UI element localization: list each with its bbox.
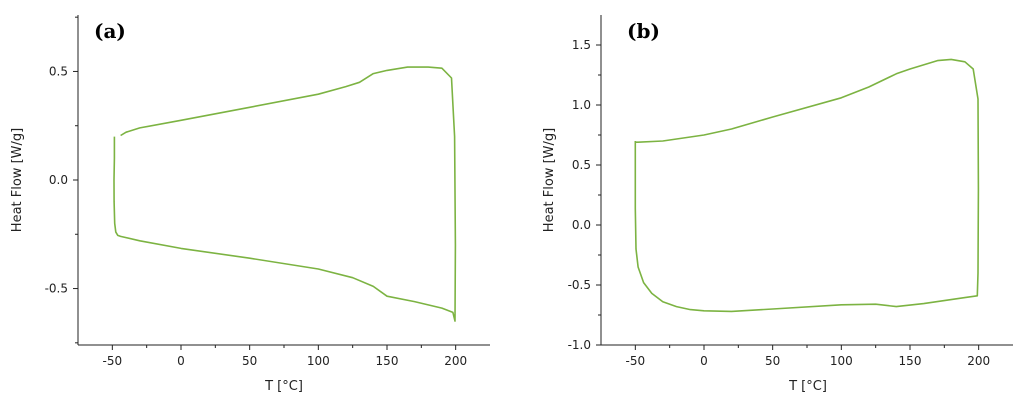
x-tick-label: 0 <box>177 354 185 368</box>
y-tick-label: 1.5 <box>572 38 591 52</box>
panel-label: (a) <box>94 19 126 43</box>
x-tick-label: -50 <box>103 354 123 368</box>
y-tick-label: 1.0 <box>572 98 591 112</box>
x-axis-label: T [°C] <box>788 379 827 394</box>
x-tick-label: 0 <box>700 354 708 368</box>
y-tick-label: -1.0 <box>568 338 591 352</box>
y-tick-label: -0.5 <box>568 278 591 292</box>
x-tick-label: 100 <box>307 354 330 368</box>
y-axis-label: Heat Flow [W/g] <box>542 128 557 232</box>
y-axis-label: Heat Flow [W/g] <box>10 128 25 232</box>
y-tick-label: 0.5 <box>572 158 591 172</box>
panel-a: -0.5 0.0 0.5 -50 0 50 100 150 200 (a) T [°C] He… <box>10 15 490 394</box>
x-tick-label: 150 <box>899 354 922 368</box>
heat-flow-curve <box>113 66 457 322</box>
panel-b: -1.0 -0.5 0.0 0.5 1.0 1.5 -50 0 50 100 150 200 (b)… <box>542 15 1013 394</box>
y-tick-label: 0.0 <box>49 173 68 187</box>
x-tick-label: 50 <box>242 354 257 368</box>
x-tick-label: 200 <box>967 354 990 368</box>
x-tick-labels: -50 0 50 100 150 200 <box>103 354 468 368</box>
heat-flow-curve <box>634 58 980 313</box>
x-tick-label: 100 <box>830 354 853 368</box>
x-tick-label: 150 <box>376 354 399 368</box>
y-tick-labels: -1.0 -0.5 0.0 0.5 1.0 1.5 <box>568 38 591 352</box>
y-tick-label: -0.5 <box>45 282 68 296</box>
y-tick-label: 0.5 <box>49 64 68 78</box>
x-tick-label: 200 <box>444 354 467 368</box>
y-tick-label: 0.0 <box>572 218 591 232</box>
y-tick-labels: -0.5 0.0 0.5 <box>45 64 68 295</box>
panel-label: (b) <box>627 19 660 43</box>
tick-marks <box>73 16 457 350</box>
x-tick-label: -50 <box>626 354 646 368</box>
x-tick-label: 50 <box>765 354 780 368</box>
x-tick-labels: -50 0 50 100 150 200 <box>626 354 991 368</box>
x-axis-label: T [°C] <box>264 379 303 394</box>
tick-marks <box>596 44 980 350</box>
